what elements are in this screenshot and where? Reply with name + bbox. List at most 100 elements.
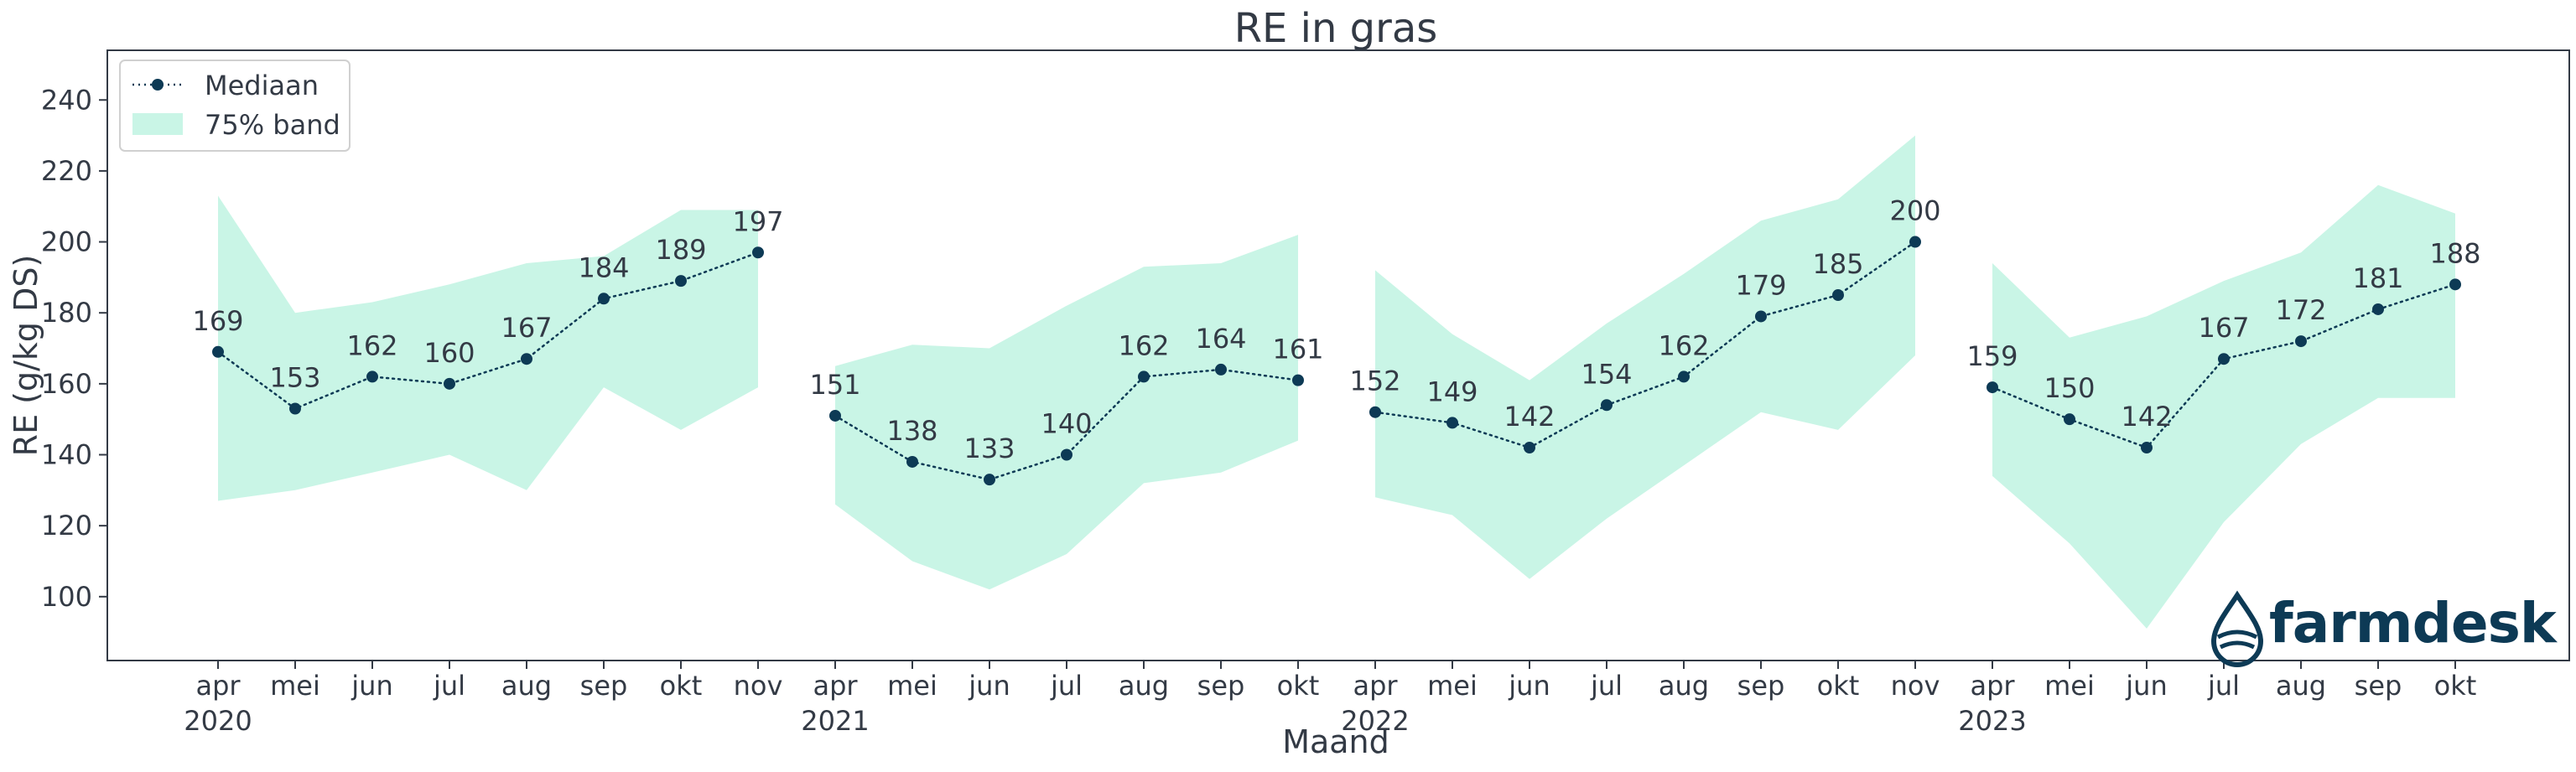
median-point bbox=[984, 474, 995, 486]
band-2020 bbox=[218, 195, 758, 501]
data-label: 184 bbox=[578, 251, 629, 283]
median-point bbox=[1215, 363, 1227, 376]
median-point bbox=[1601, 399, 1613, 412]
band-2021 bbox=[835, 235, 1298, 590]
data-label: 161 bbox=[1272, 334, 1323, 365]
y-tick-label: 160 bbox=[41, 368, 92, 400]
data-label: 164 bbox=[1195, 323, 1246, 355]
data-label-layer: 169 153 162 160 167 184 189 197 151 138 133 140 162 1… bbox=[192, 195, 2480, 465]
chart-title: RE in gras bbox=[1234, 5, 1438, 52]
y-tick-label: 240 bbox=[41, 84, 92, 116]
data-label: 172 bbox=[2275, 294, 2326, 326]
data-label: 167 bbox=[501, 312, 552, 344]
data-label: 200 bbox=[1889, 195, 1940, 227]
median-point bbox=[1292, 374, 1304, 386]
x-tick-label: sep bbox=[580, 670, 628, 702]
x-year-label: 2020 bbox=[184, 705, 252, 737]
y-tick-label: 140 bbox=[41, 439, 92, 471]
data-label: 140 bbox=[1041, 408, 1092, 440]
x-tick-label: jul bbox=[1050, 670, 1083, 702]
band-2022 bbox=[1375, 135, 1915, 579]
x-year-label: 2021 bbox=[801, 705, 869, 737]
median-point bbox=[2372, 303, 2384, 315]
median-point bbox=[366, 370, 378, 383]
y-axis: 100 120 140 160 180 200 220 240 bbox=[41, 84, 107, 613]
x-tick-label: apr bbox=[813, 670, 858, 702]
x-tick-label: jun bbox=[2125, 670, 2167, 702]
x-tick-label: jun bbox=[968, 670, 1010, 702]
median-point bbox=[598, 293, 610, 305]
x-tick-label: sep bbox=[1197, 670, 1245, 702]
legend: Mediaan 75% band bbox=[119, 60, 351, 152]
x-tick-label: okt bbox=[660, 670, 703, 702]
median-point bbox=[289, 402, 301, 415]
legend-marker-mediaan bbox=[152, 79, 164, 91]
median-point bbox=[2064, 413, 2075, 426]
x-tick-label: aug bbox=[1659, 670, 1709, 702]
plot-frame bbox=[106, 49, 2570, 661]
x-tick-label: mei bbox=[887, 670, 937, 702]
median-point bbox=[1061, 448, 1072, 461]
data-label: 151 bbox=[809, 369, 860, 401]
band-layer bbox=[218, 135, 2455, 629]
data-label: 150 bbox=[2044, 372, 2095, 404]
data-label: 153 bbox=[269, 361, 320, 393]
band-2023 bbox=[1992, 184, 2455, 629]
x-tick-label: sep bbox=[2355, 670, 2402, 702]
data-label: 149 bbox=[1426, 376, 1478, 407]
data-label: 189 bbox=[655, 234, 706, 266]
median-point bbox=[1987, 381, 1998, 394]
x-tick-label: okt bbox=[2434, 670, 2477, 702]
data-label: 138 bbox=[886, 415, 937, 447]
x-tick-label: apr bbox=[195, 670, 241, 702]
y-tick-label: 200 bbox=[41, 226, 92, 258]
y-axis-label: RE (g/kg DS) bbox=[8, 255, 44, 457]
median-point bbox=[1678, 370, 1690, 383]
median-point bbox=[675, 275, 687, 288]
data-label: 162 bbox=[1118, 329, 1169, 361]
legend-swatch-band bbox=[132, 113, 183, 135]
median-point bbox=[2449, 278, 2461, 291]
x-tick-label: mei bbox=[1427, 670, 1478, 702]
data-label: 142 bbox=[1504, 401, 1555, 433]
data-label: 188 bbox=[2429, 237, 2480, 269]
median-point bbox=[1909, 236, 1921, 248]
median-point bbox=[1832, 289, 1844, 302]
legend-label-band: 75% band bbox=[205, 109, 340, 141]
median-point bbox=[2295, 335, 2307, 348]
y-tick-label: 120 bbox=[41, 510, 92, 541]
median-point bbox=[906, 455, 918, 468]
median-point bbox=[2218, 353, 2230, 365]
data-label: 179 bbox=[1735, 269, 1786, 301]
data-label: 142 bbox=[2121, 401, 2172, 433]
x-year-label: 2022 bbox=[1341, 705, 1409, 737]
x-year-label: 2023 bbox=[1958, 705, 2026, 737]
x-tick-label: nov bbox=[734, 670, 783, 702]
x-tick-label: jun bbox=[351, 670, 392, 702]
median-point bbox=[1138, 370, 1150, 383]
x-tick-label: okt bbox=[1277, 670, 1320, 702]
data-label: 185 bbox=[1812, 248, 1863, 280]
x-tick-label: jul bbox=[2207, 670, 2240, 702]
median-point bbox=[444, 377, 455, 390]
median-point bbox=[212, 345, 224, 358]
x-tick-label: jul bbox=[433, 670, 465, 702]
data-label: 162 bbox=[1658, 329, 1709, 361]
median-point bbox=[521, 353, 532, 365]
median-point bbox=[829, 409, 841, 422]
legend-label-mediaan: Mediaan bbox=[205, 70, 319, 101]
x-tick-label: okt bbox=[1817, 670, 1860, 702]
median-point bbox=[1755, 310, 1767, 323]
logo-text: farmdesk bbox=[2269, 591, 2558, 655]
data-label: 162 bbox=[346, 329, 397, 361]
median-point bbox=[1524, 442, 1535, 454]
x-axis-label: Maand bbox=[1282, 723, 1389, 760]
median-line-2022 bbox=[1374, 241, 1917, 449]
x-tick-label: apr bbox=[1353, 670, 1398, 702]
x-tick-label: sep bbox=[1737, 670, 1785, 702]
logo: farmdesk bbox=[2210, 590, 2559, 667]
data-label: 169 bbox=[192, 305, 243, 337]
median-layer bbox=[212, 236, 2461, 486]
